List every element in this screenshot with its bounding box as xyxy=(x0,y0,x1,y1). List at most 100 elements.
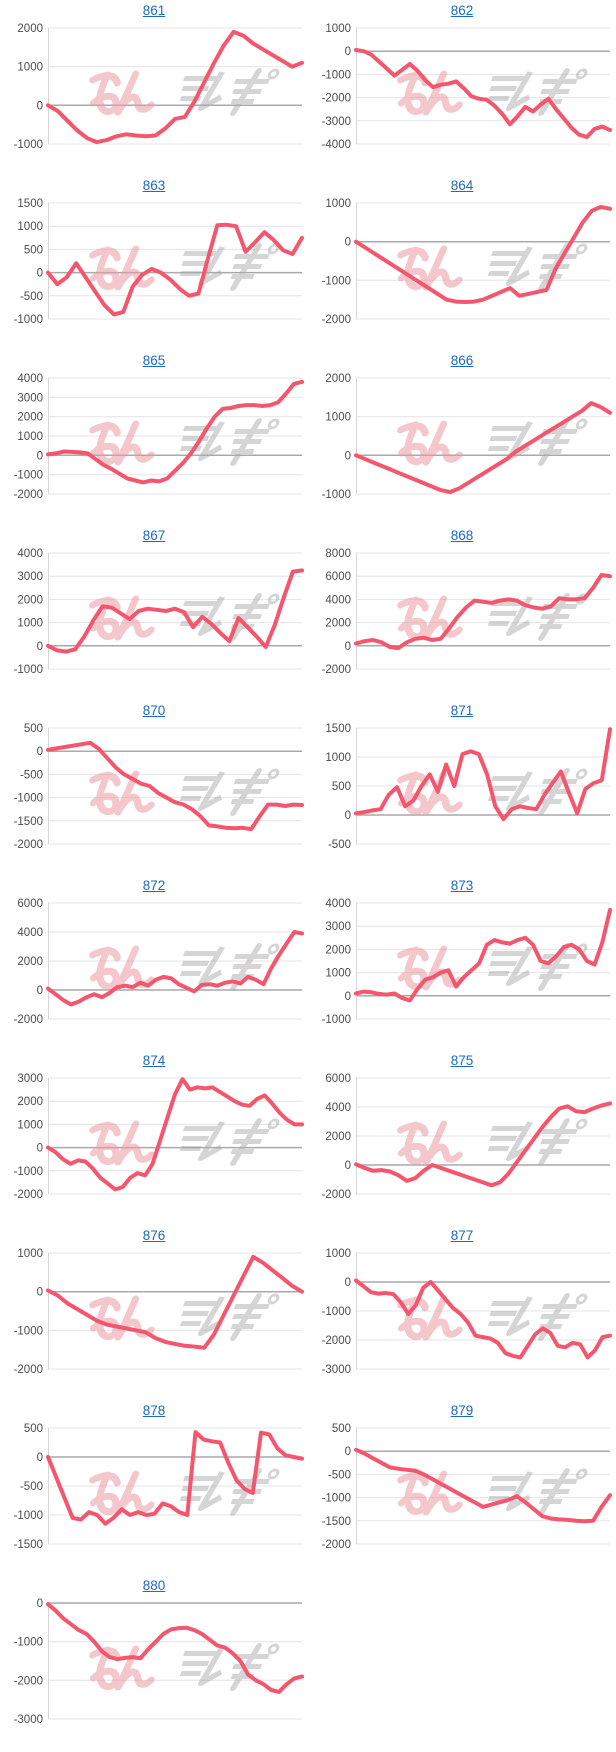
y-tick-label: -3000 xyxy=(322,1364,351,1376)
y-tick-label: 4000 xyxy=(17,927,43,939)
chart-link-875[interactable]: 875 xyxy=(450,1052,474,1068)
chart-link-872[interactable]: 872 xyxy=(142,877,166,893)
y-tick-label: 1000 xyxy=(325,968,351,980)
chart-link-877[interactable]: 877 xyxy=(450,1227,474,1243)
y-tick-label: 1000 xyxy=(17,431,43,443)
slump-graph-865: 4000 3000 2000 1000 0 -1000 -2000 xyxy=(14,373,304,501)
y-tick-label: 3000 xyxy=(17,1073,43,1085)
chart-link-865[interactable]: 865 xyxy=(142,352,166,368)
chart-cell-879: 879 500 0 -500 -1000 -1500 -2000 xyxy=(308,1400,616,1575)
series-line xyxy=(354,401,612,495)
series-line xyxy=(46,1602,304,1694)
y-tick-label: 1000 xyxy=(325,1248,351,1260)
chart-link-873[interactable]: 873 xyxy=(450,877,474,893)
chart-cell-877: 877 1000 0 -1000 -2000 -3000 xyxy=(308,1225,616,1400)
chart-cell-875: 875 6000 4000 2000 0 -2000 xyxy=(308,1050,616,1225)
y-tick-label: -1000 xyxy=(322,1306,351,1318)
y-tick-label: -2000 xyxy=(14,1014,43,1026)
y-tick-label: -2000 xyxy=(14,489,43,501)
chart-link-862[interactable]: 862 xyxy=(450,2,474,18)
y-tick-label: -1000 xyxy=(322,275,351,287)
chart-link-867[interactable]: 867 xyxy=(142,527,166,543)
chart-cell-874: 874 3000 2000 1000 0 -1000 -2000 xyxy=(0,1050,308,1225)
series-line xyxy=(46,29,304,145)
watermark-minrepo-logo xyxy=(89,418,280,466)
y-tick-label: 0 xyxy=(37,1598,43,1610)
chart-link-874[interactable]: 874 xyxy=(142,1052,166,1068)
y-tick-label: 3000 xyxy=(17,392,43,404)
y-tick-label: 0 xyxy=(37,100,43,112)
slump-graph-879: 500 0 -500 -1000 -1500 -2000 xyxy=(322,1423,612,1551)
series-line xyxy=(46,1430,304,1526)
chart-cell-870: 870 500 0 -500 -1000 -1500 -2000 xyxy=(0,700,308,875)
y-tick-label: 0 xyxy=(37,641,43,653)
chart-cell-880: 880 0 -1000 -2000 -3000 xyxy=(0,1575,308,1750)
chart-link-880[interactable]: 880 xyxy=(142,1577,166,1593)
y-tick-label: 2000 xyxy=(325,618,351,630)
chart-title: 879 xyxy=(308,1400,616,1420)
watermark-minrepo-logo xyxy=(89,1293,280,1341)
chart-title: 875 xyxy=(308,1050,616,1070)
chart-link-864[interactable]: 864 xyxy=(450,177,474,193)
chart-link-863[interactable]: 863 xyxy=(142,177,166,193)
y-tick-label: 500 xyxy=(332,781,351,793)
y-tick-label: 4000 xyxy=(325,594,351,606)
series-line xyxy=(46,1254,304,1350)
chart-title: 877 xyxy=(308,1225,616,1245)
chart-link-878[interactable]: 878 xyxy=(142,1402,166,1418)
slump-graph-875: 6000 4000 2000 0 -2000 xyxy=(322,1073,612,1201)
y-tick-label: -1000 xyxy=(322,1493,351,1505)
chart-link-866[interactable]: 866 xyxy=(450,352,474,368)
y-tick-label: 0 xyxy=(345,1160,351,1172)
slump-graph-863: 1500 1000 500 0 -500 -1000 xyxy=(14,198,304,326)
y-tick-label: 1000 xyxy=(17,1248,43,1260)
chart-title: 863 xyxy=(0,175,308,195)
slump-graph-878: 500 0 -500 -1000 -1500 xyxy=(14,1423,304,1551)
y-tick-label: -2000 xyxy=(14,1189,43,1201)
chart-link-868[interactable]: 868 xyxy=(450,527,474,543)
y-tick-label: 6000 xyxy=(325,571,351,583)
watermark-minrepo-logo xyxy=(89,1118,280,1166)
series-line xyxy=(354,204,612,304)
y-tick-label: 0 xyxy=(37,1452,43,1464)
y-tick-label: 1000 xyxy=(17,62,43,74)
chart-title: 874 xyxy=(0,1050,308,1070)
chart-link-871[interactable]: 871 xyxy=(450,702,474,718)
y-tick-label: -1000 xyxy=(322,1014,351,1026)
y-tick-label: 0 xyxy=(345,237,351,249)
y-tick-label: -1500 xyxy=(322,1516,351,1528)
chart-link-861[interactable]: 861 xyxy=(142,2,166,18)
chart-cell-866: 866 2000 1000 0 -1000 xyxy=(308,350,616,525)
chart-cell-871: 871 1500 1000 500 0 -500 xyxy=(308,700,616,875)
y-tick-label: 1000 xyxy=(17,221,43,233)
y-tick-label: 0 xyxy=(345,991,351,1003)
y-tick-label: 0 xyxy=(37,1143,43,1155)
chart-link-876[interactable]: 876 xyxy=(142,1227,166,1243)
y-tick-label: 4000 xyxy=(325,1102,351,1114)
chart-link-870[interactable]: 870 xyxy=(142,702,166,718)
chart-cell-873: 873 4000 3000 2000 1000 0 -1000 xyxy=(308,875,616,1050)
chart-title: 866 xyxy=(308,350,616,370)
watermark-minrepo-logo xyxy=(89,68,280,116)
y-tick-label: -3000 xyxy=(322,116,351,128)
y-tick-label: -1000 xyxy=(14,314,43,326)
y-tick-label: -2000 xyxy=(14,1675,43,1687)
y-tick-label: -500 xyxy=(328,1469,351,1481)
y-tick-label: -1000 xyxy=(14,793,43,805)
chart-cell-872: 872 6000 4000 2000 0 -2000 xyxy=(0,875,308,1050)
y-tick-label: -1500 xyxy=(14,1539,43,1551)
y-tick-label: -1000 xyxy=(322,489,351,501)
chart-cell-865: 865 4000 3000 2000 1000 0 -1000 -2000 xyxy=(0,350,308,525)
slump-graph-868: 8000 6000 4000 2000 0 -2000 xyxy=(322,548,612,676)
chart-link-879[interactable]: 879 xyxy=(450,1402,474,1418)
series-line xyxy=(46,222,304,317)
slump-graph-861: 2000 1000 0 -1000 xyxy=(14,23,304,151)
watermark-minrepo-logo xyxy=(89,243,280,291)
y-tick-label: 0 xyxy=(345,450,351,462)
y-tick-label: -2000 xyxy=(14,839,43,851)
series-line xyxy=(46,379,304,485)
y-tick-label: 1500 xyxy=(325,723,351,735)
y-tick-label: 2000 xyxy=(17,412,43,424)
y-tick-label: 0 xyxy=(345,641,351,653)
